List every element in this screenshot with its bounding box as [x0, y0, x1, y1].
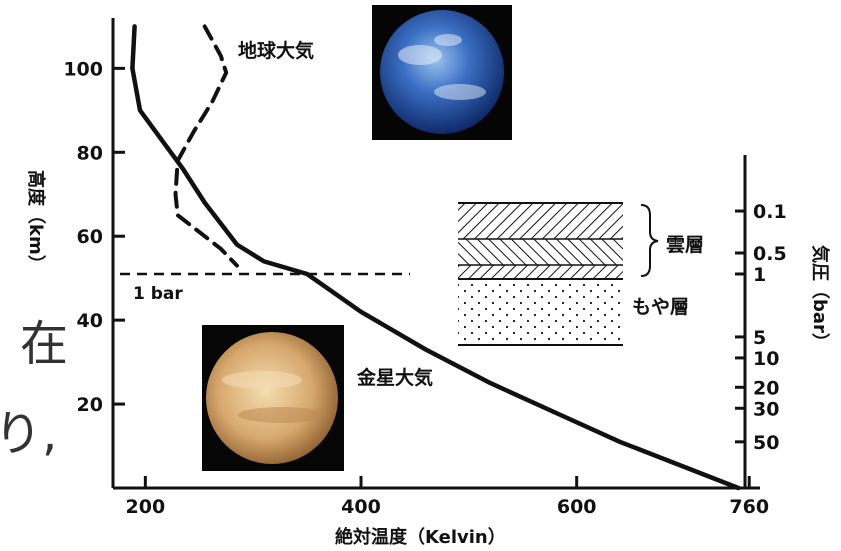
- venus-image: [202, 325, 344, 471]
- pressure-tick-label: 0.5: [753, 243, 787, 265]
- background-char-1: 在: [20, 316, 69, 372]
- haze-region: [458, 283, 623, 346]
- y-tick-label: 80: [77, 142, 103, 164]
- x-ticks: 200 400 600 760: [126, 476, 769, 518]
- venus-series-label: 金星大気: [356, 366, 433, 389]
- venus-profile-line: [130, 24, 741, 491]
- y-tick-label: 60: [77, 226, 103, 248]
- reference-layer: 1 bar: [120, 272, 410, 304]
- x-tick-label: 400: [341, 496, 381, 518]
- y-tick-label: 40: [77, 310, 103, 332]
- cloud-region: [458, 202, 623, 280]
- pressure-tick-label: 0.1: [753, 201, 787, 223]
- pressure-tick-label: 50: [753, 432, 779, 454]
- haze-layer-label: もや層: [632, 296, 689, 318]
- cloud-brace: [640, 204, 659, 277]
- y2-axis-label: 気圧（bar）: [809, 245, 831, 351]
- pressure-tick-label: 5: [753, 327, 766, 349]
- x-tick-label: 760: [729, 496, 769, 518]
- earth-image: [372, 5, 512, 140]
- pressure-tick-label: 20: [753, 377, 779, 399]
- earth-series-label: 地球大気: [238, 39, 314, 62]
- one-bar-label: 1 bar: [133, 284, 183, 304]
- y-tick-label: 100: [63, 58, 103, 80]
- x-tick-label: 600: [557, 496, 597, 518]
- pressure-tick-label: 10: [753, 348, 779, 370]
- x-tick-label: 200: [126, 496, 166, 518]
- background-char-2: り,: [0, 406, 58, 462]
- earth-profile-line: [173, 24, 239, 268]
- pressure-tick-label: 1: [753, 264, 766, 286]
- cloud-layer-label: 雲層: [666, 234, 704, 256]
- y-axis-label: 高度（km）: [25, 170, 47, 273]
- pressure-tick-label: 30: [753, 398, 779, 420]
- y-ticks: 20 40 60 80 100: [63, 58, 125, 416]
- y-tick-label: 20: [77, 394, 103, 416]
- series-layer: [130, 24, 741, 491]
- x-axis-label: 絶対温度（Kelvin）: [335, 526, 506, 548]
